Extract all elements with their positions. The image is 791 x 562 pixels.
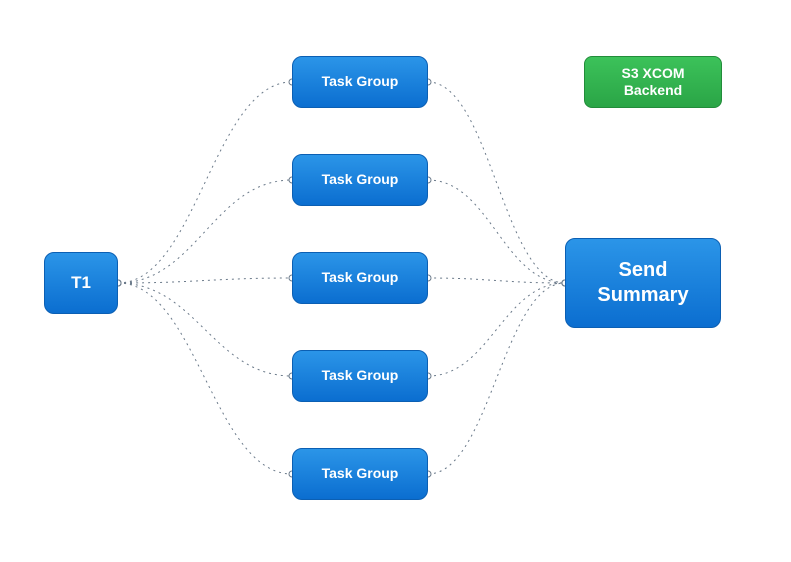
edge [428,278,565,283]
edge [428,180,565,283]
node-t1: T1 [44,252,118,314]
node-tg0: Task Group [292,56,428,108]
node-label: Send Summary [574,258,712,308]
node-label: Task Group [322,171,399,189]
edge [118,278,292,283]
edge [428,82,565,283]
node-tg2: Task Group [292,252,428,304]
edge [428,283,565,376]
node-label: Task Group [322,73,399,91]
node-summary: Send Summary [565,238,721,328]
edge [118,82,292,283]
node-label: S3 XCOM Backend [593,65,713,100]
node-label: T1 [71,272,91,293]
node-tg4: Task Group [292,448,428,500]
node-label: Task Group [322,367,399,385]
node-s3: S3 XCOM Backend [584,56,722,108]
node-label: Task Group [322,269,399,287]
node-tg3: Task Group [292,350,428,402]
edge [428,283,565,474]
edge [118,180,292,283]
node-label: Task Group [322,465,399,483]
edge [118,283,292,474]
edge [118,283,292,376]
node-tg1: Task Group [292,154,428,206]
